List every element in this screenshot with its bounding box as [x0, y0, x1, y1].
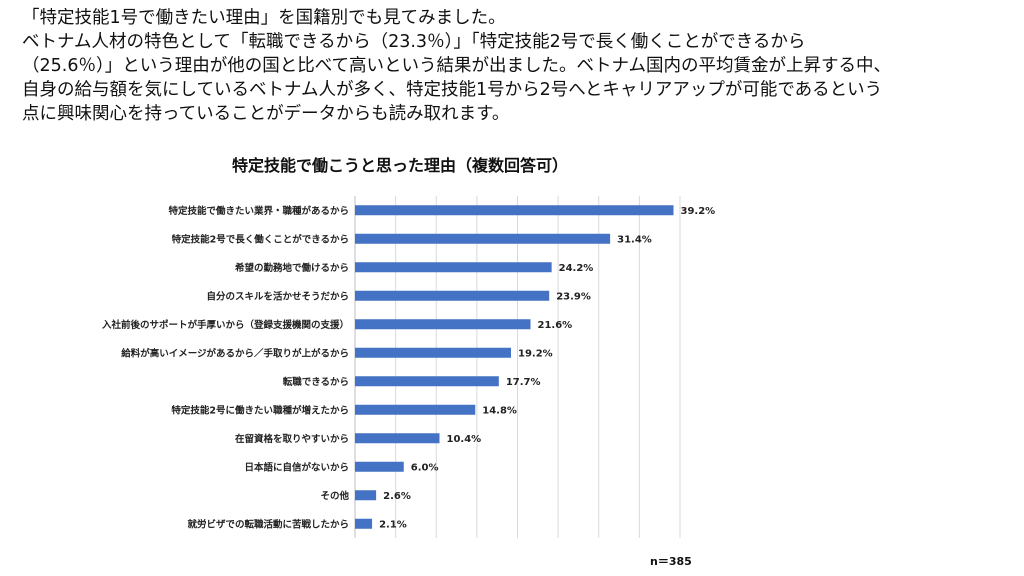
data-label: 2.1% [379, 519, 407, 530]
sample-size-note: n＝385 [650, 555, 692, 568]
data-label: 19.2% [518, 348, 553, 359]
category-label: 希望の勤務地で働けるから [235, 262, 349, 274]
data-label: 23.9% [556, 291, 591, 302]
bar [355, 404, 476, 415]
category-label: 自分のスキルを活かせそうだから [206, 290, 349, 302]
intro-text: 「特定技能1号で働きたい理由」を国籍別でも見てみました。 ベトナム人材の特色とし… [22, 6, 1012, 126]
intro-line: ベトナム人材の特色として「転職できるから（23.3％）」「特定技能2号で長く働く… [22, 32, 806, 52]
data-label: 6.0% [411, 462, 439, 473]
data-label: 21.6% [538, 320, 573, 331]
category-label: 給料が高いイメージがあるから／手取りが上がるから [121, 347, 349, 359]
data-label: 24.2% [559, 263, 594, 274]
data-label: 17.7% [506, 377, 541, 388]
bar [355, 290, 550, 301]
bar [355, 347, 511, 358]
category-label: 特定技能2号に働きたい職種が増えたから [171, 404, 349, 416]
bar [355, 490, 377, 501]
chart-title: 特定技能で働こうと思った理由（複数回答可） [231, 156, 568, 175]
category-label: 特定技能で働きたい業界・職種があるから [168, 205, 349, 217]
category-label: 転職できるから [283, 376, 349, 388]
intro-line: 「特定技能1号で働きたい理由」を国籍別でも見てみました。 [22, 8, 506, 28]
category-label: 在留資格を取りやすいから [235, 433, 349, 445]
data-label: 14.8% [482, 405, 517, 416]
bar [355, 518, 373, 529]
bar [355, 433, 440, 444]
data-label: 2.6% [383, 491, 411, 502]
category-label: 入社前後のサポートが手厚いから（登録支援機関の支援） [101, 319, 349, 331]
bar [355, 376, 499, 387]
category-label: 日本語に自信がないから [244, 461, 349, 473]
intro-line: （25.6％）」という理由が他の国と比べて高いという結果が出ました。ベトナム国内… [22, 56, 891, 76]
category-label: 特定技能2号で長く働くことができるから [172, 233, 349, 245]
category-label: その他 [320, 490, 349, 502]
bar [355, 233, 611, 244]
bar [355, 461, 404, 472]
bar [355, 262, 552, 273]
intro-line: 点に興味関心を持っていることがデータからも読み取れます。 [22, 104, 510, 124]
category-label: 就労ビザでの転職活動に苦戦したから [187, 518, 349, 530]
intro-line: 自身の給与額を気にしているベトナム人が多く、特定技能1号から2号へとキャリアアッ… [22, 80, 883, 100]
bar [355, 205, 674, 216]
bar [355, 319, 531, 330]
data-label: 39.2% [681, 206, 716, 217]
data-label: 31.4% [617, 234, 652, 245]
data-label: 10.4% [447, 434, 482, 445]
